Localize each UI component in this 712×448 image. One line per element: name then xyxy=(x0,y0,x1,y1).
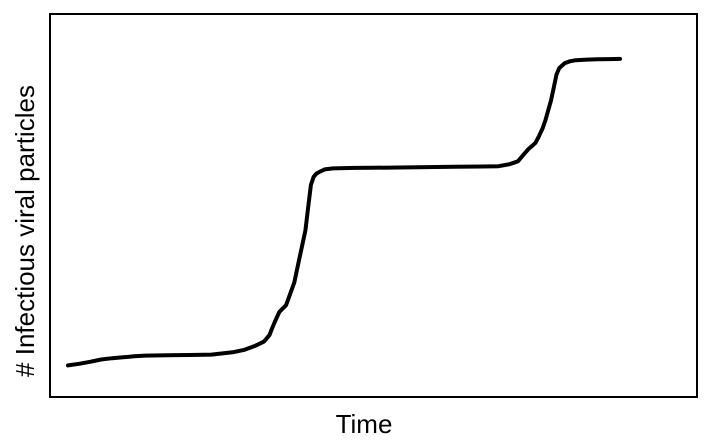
plot-frame xyxy=(49,13,698,398)
y-axis-label: # Infectious viral particles xyxy=(10,85,40,377)
series-line xyxy=(66,56,622,368)
x-axis-label: Time xyxy=(336,409,393,439)
